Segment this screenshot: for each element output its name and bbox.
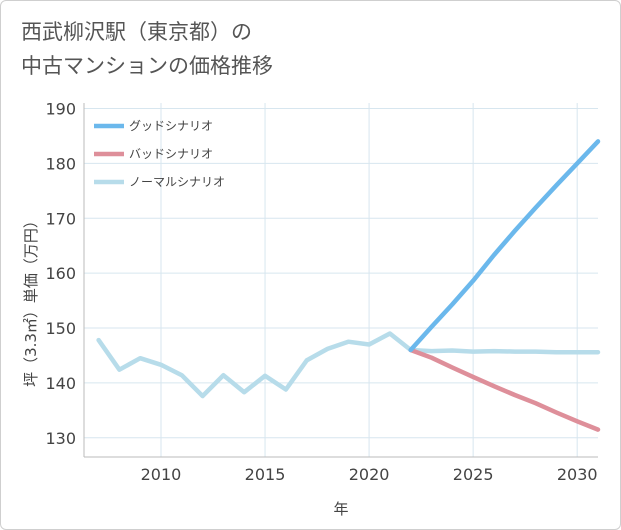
plot-area bbox=[84, 103, 598, 457]
chart-title-line-2: 中古マンションの価格推移 bbox=[21, 54, 273, 78]
y-axis-label: 坪（3.3㎡）単価（万円） bbox=[22, 213, 40, 387]
legend-label-1: バッドシナリオ bbox=[129, 147, 213, 161]
y-tick-label: 130 bbox=[45, 429, 76, 448]
y-tick-label: 140 bbox=[45, 374, 76, 393]
y-tick-label: 160 bbox=[45, 264, 76, 283]
y-tick-label: 150 bbox=[45, 319, 76, 338]
series-line-1 bbox=[408, 347, 601, 432]
series-line-2 bbox=[96, 331, 601, 399]
x-axis-label: 年 bbox=[333, 500, 348, 518]
x-tick-label: 2020 bbox=[349, 465, 390, 484]
y-tick-label: 180 bbox=[45, 154, 76, 173]
legend-label-0: グッドシナリオ bbox=[129, 119, 213, 133]
legend-label-2: ノーマルシナリオ bbox=[129, 175, 225, 189]
y-tick-label: 170 bbox=[45, 209, 76, 228]
x-tick-label: 2010 bbox=[141, 465, 182, 484]
x-tick-label: 2025 bbox=[453, 465, 494, 484]
y-tick-label: 190 bbox=[45, 99, 76, 118]
series-line-0 bbox=[408, 139, 601, 353]
chart-title-line-1: 西武柳沢駅（東京都）の bbox=[21, 20, 252, 44]
chart-title: 西武柳沢駅（東京都）の 中古マンションの価格推移 bbox=[21, 15, 273, 83]
x-tick-label: 2015 bbox=[245, 465, 286, 484]
x-tick-label: 2030 bbox=[557, 465, 598, 484]
